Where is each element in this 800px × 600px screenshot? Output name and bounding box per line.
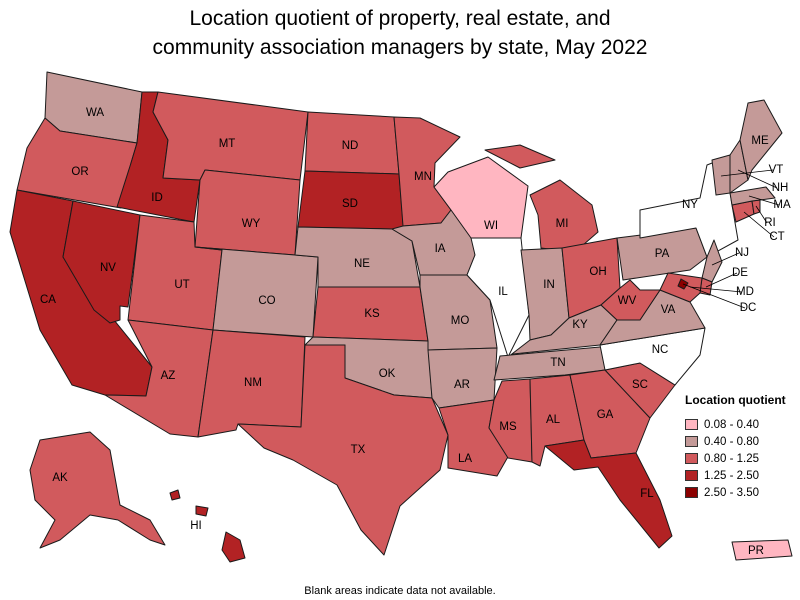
state-label-ia: IA xyxy=(435,243,446,255)
legend-item: 0.40 - 0.80 xyxy=(685,433,800,450)
state-ak xyxy=(29,431,166,549)
legend-label: 0.40 - 0.80 xyxy=(704,435,759,448)
state-label-id: ID xyxy=(151,192,163,204)
state-label-ma: MA xyxy=(773,199,791,211)
legend-item: 1.25 - 2.50 xyxy=(685,467,800,484)
legend-label: 0.80 - 1.25 xyxy=(704,452,759,465)
state-ny xyxy=(639,157,739,258)
callout-line-ma xyxy=(748,195,780,206)
state-nj xyxy=(701,239,723,283)
map-title-line1: Location quotient of property, real esta… xyxy=(189,7,611,30)
state-label-mn: MN xyxy=(414,171,432,183)
state-label-mi: MI xyxy=(556,218,569,230)
state-label-sc: SC xyxy=(632,379,648,391)
state-label-nh: NH xyxy=(772,182,789,194)
state-label-wv: WV xyxy=(618,295,637,307)
state-label-il: IL xyxy=(498,286,508,298)
state-ma xyxy=(729,186,776,206)
state-label-pr: PR xyxy=(748,545,764,557)
state-label-nv: NV xyxy=(100,262,116,274)
footnote: Blank areas indicate data not available. xyxy=(304,585,496,597)
state-label-co: CO xyxy=(258,295,275,307)
state-label-ky: KY xyxy=(572,319,588,331)
state-ri xyxy=(751,199,761,215)
state-pr xyxy=(731,539,793,561)
state-label-oh: OH xyxy=(589,266,606,278)
callout-line-nh xyxy=(737,169,778,189)
state-label-hi: HI xyxy=(190,520,202,532)
state-wv xyxy=(600,279,661,321)
callout-line-vt xyxy=(720,169,774,177)
state-tx xyxy=(237,344,449,556)
state-wy xyxy=(194,169,301,256)
state-label-az: AZ xyxy=(161,370,176,382)
state-label-md: MD xyxy=(736,286,754,298)
state-label-pa: PA xyxy=(655,248,670,260)
state-label-nd: ND xyxy=(342,140,359,152)
state-label-ks: KS xyxy=(364,308,380,320)
state-label-va: VA xyxy=(661,304,676,316)
state-mi xyxy=(484,144,599,253)
legend-swatch xyxy=(685,419,698,430)
state-label-mo: MO xyxy=(451,315,470,327)
state-label-nj: NJ xyxy=(735,247,749,259)
legend-label: 2.50 - 3.50 xyxy=(704,486,759,499)
state-label-me: ME xyxy=(751,135,769,147)
state-fl xyxy=(544,439,673,549)
map-title-line2: community association managers by state,… xyxy=(152,36,648,59)
legend-swatch xyxy=(685,436,698,447)
state-label-al: AL xyxy=(546,414,561,426)
map-title: Location quotient of property, real esta… xyxy=(0,4,800,62)
legend-swatch xyxy=(685,453,698,464)
state-label-wa: WA xyxy=(86,107,104,119)
state-label-wy: WY xyxy=(242,218,261,230)
legend-item: 0.08 - 0.40 xyxy=(685,416,800,433)
legend-title: Location quotient xyxy=(685,393,786,407)
legend-label: 0.08 - 0.40 xyxy=(704,418,759,431)
legend-swatch xyxy=(685,470,698,481)
legend-item: 0.80 - 1.25 xyxy=(685,450,800,467)
legend-swatch xyxy=(685,487,698,498)
state-label-tn: TN xyxy=(550,357,565,369)
callout-line-nj xyxy=(711,252,740,266)
state-label-de: DE xyxy=(732,267,748,279)
state-label-ok: OK xyxy=(379,368,396,380)
state-label-vt: VT xyxy=(769,164,784,176)
callout-line-ct xyxy=(743,211,775,238)
callout-line-ri xyxy=(755,205,768,224)
state-label-tx: TX xyxy=(351,444,366,456)
state-label-nc: NC xyxy=(652,344,669,356)
state-label-ri: RI xyxy=(764,217,776,229)
state-label-fl: FL xyxy=(640,488,654,500)
state-hi xyxy=(169,489,246,563)
legend: Location quotient 0.08 - 0.40 0.40 - 0.80… xyxy=(685,393,800,501)
state-label-nm: NM xyxy=(244,377,262,389)
state-label-wi: WI xyxy=(484,220,498,232)
state-label-dc: DC xyxy=(740,302,757,314)
legend-item: 2.50 - 3.50 xyxy=(685,484,800,501)
state-ar xyxy=(427,347,498,409)
state-me xyxy=(739,99,783,181)
state-label-sd: SD xyxy=(342,198,358,210)
state-label-or: OR xyxy=(71,166,88,178)
state-label-ga: GA xyxy=(597,409,614,421)
callout-line-dc xyxy=(682,283,746,309)
state-label-ms: MS xyxy=(499,421,517,433)
state-mt xyxy=(152,91,309,181)
legend-label: 1.25 - 2.50 xyxy=(704,469,759,482)
state-label-ar: AR xyxy=(454,379,470,391)
state-label-in: IN xyxy=(543,279,555,291)
state-label-ct: CT xyxy=(769,231,784,243)
state-label-la: LA xyxy=(458,453,472,465)
state-label-ak: AK xyxy=(52,472,68,484)
state-label-ut: UT xyxy=(174,279,189,291)
state-label-mt: MT xyxy=(219,138,236,150)
callout-line-de xyxy=(705,272,738,288)
state-label-ny: NY xyxy=(682,199,698,211)
state-label-ca: CA xyxy=(40,294,56,306)
callout-line-md xyxy=(689,286,743,293)
state-label-ne: NE xyxy=(354,258,370,270)
